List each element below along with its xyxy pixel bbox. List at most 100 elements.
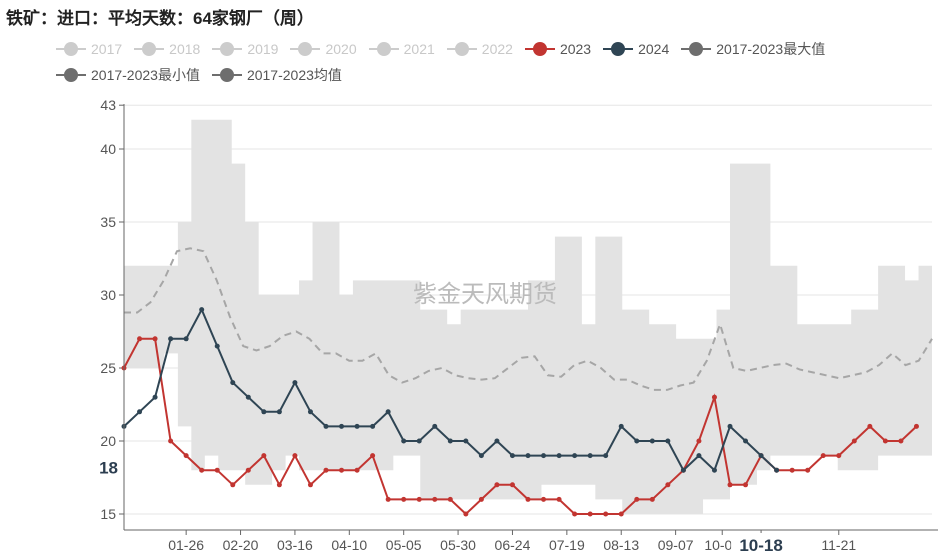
series-2024-point xyxy=(385,409,391,415)
series-2023-point xyxy=(152,336,158,342)
series-2023-point xyxy=(913,423,919,429)
series-2023-point xyxy=(168,438,174,444)
series-2023-point xyxy=(183,453,189,459)
series-2023-point xyxy=(276,482,282,488)
legend-label: 2017-2023最大值 xyxy=(716,41,826,57)
legend-item-2024[interactable]: 2024 xyxy=(603,41,669,57)
legend-item-2019[interactable]: 2019 xyxy=(212,41,278,57)
series-2023-point xyxy=(199,467,205,473)
chart-title: 铁矿：进口：平均天数：64家钢厂（周） xyxy=(6,9,314,28)
average-line xyxy=(124,247,933,391)
legend-item-2018[interactable]: 2018 xyxy=(134,41,200,57)
series-2023-point xyxy=(805,467,811,473)
legend-label: 2019 xyxy=(247,41,279,57)
legend-item-2017-2023最小值[interactable]: 2017-2023最小值 xyxy=(56,65,200,85)
series-2023-point xyxy=(603,511,609,517)
series-2024-point xyxy=(463,438,469,444)
series-2023-point xyxy=(230,482,236,488)
series-2023-point xyxy=(867,423,873,429)
legend-item-2017-2023均值[interactable]: 2017-2023均值 xyxy=(211,65,342,85)
series-2023-point xyxy=(851,438,857,444)
series-2024-point xyxy=(696,453,702,459)
x-tick-label: 11-21 xyxy=(821,537,856,553)
y-tick-label: 35 xyxy=(100,214,116,230)
series-2024-point xyxy=(230,380,236,386)
legend-label: 2024 xyxy=(638,41,670,57)
series-2023-point xyxy=(789,467,795,473)
legend-swatch-icon xyxy=(446,42,477,56)
legend-item-2021[interactable]: 2021 xyxy=(368,41,435,57)
series-2024-point xyxy=(572,453,578,459)
legend-label: 2023 xyxy=(559,41,592,57)
series-2024-point xyxy=(199,307,205,313)
series-2024-point xyxy=(261,409,267,415)
series-2023-point xyxy=(711,394,717,400)
legend-item-2017[interactable]: 2017 xyxy=(56,41,122,57)
series-2023-point xyxy=(214,467,220,473)
y-tick-label: 25 xyxy=(100,360,116,376)
series-2023-point xyxy=(882,438,888,444)
x-tick-label: 05-30 xyxy=(440,537,476,553)
x-tick-label: 09-07 xyxy=(658,537,694,553)
series-2024-point xyxy=(245,394,251,400)
series-2024-point xyxy=(603,453,609,459)
series-2024-point xyxy=(323,423,329,429)
series-2024-point xyxy=(618,423,624,429)
series-2024-point xyxy=(401,438,407,444)
legend-swatch-icon xyxy=(211,68,242,82)
legend-label: 2017-2023最小值 xyxy=(91,67,200,83)
series-2024-point xyxy=(416,438,422,444)
series-2023-point xyxy=(370,453,376,459)
series-2023-point xyxy=(323,467,329,473)
series-2024-point xyxy=(556,453,562,459)
series-2024-point xyxy=(509,453,515,459)
series-2023-point xyxy=(587,511,593,517)
legend-item-2020[interactable]: 2020 xyxy=(290,41,357,57)
series-2024-point xyxy=(370,423,376,429)
x-tick-label: 06-24 xyxy=(495,537,531,553)
series-2023-point xyxy=(525,496,531,502)
series-2023-point xyxy=(665,482,671,488)
series-2023-point xyxy=(463,511,469,517)
series-2023-point xyxy=(401,496,407,502)
legend-label: 2018 xyxy=(169,41,201,57)
x-tick-label: 04-10 xyxy=(331,537,367,553)
series-2023-point xyxy=(432,496,438,502)
series-2023-point xyxy=(416,496,422,502)
x-tick-label: 07-19 xyxy=(549,537,585,553)
series-2023-point xyxy=(727,482,733,488)
legend-item-2022[interactable]: 2022 xyxy=(446,41,513,57)
series-2023-point xyxy=(307,482,313,488)
y-tick-label: 15 xyxy=(100,506,116,522)
legend-swatch-icon xyxy=(681,42,712,56)
series-2023-point xyxy=(261,453,267,459)
legend-item-2017-2023最大值[interactable]: 2017-2023最大值 xyxy=(681,39,825,59)
series-2023-point xyxy=(618,511,624,517)
legend-row: 2017 2018 2019 2020 2021 2022 2023 2024 2017-202… xyxy=(56,36,936,62)
series-2024-point xyxy=(292,380,298,386)
legend-swatch-icon xyxy=(56,42,86,56)
x-tick-label: 08-13 xyxy=(603,537,639,553)
series-2024-point xyxy=(276,409,282,415)
legend-row: 2017-2023最小值 2017-2023均值 xyxy=(56,62,936,88)
y-tick-label: 30 xyxy=(100,287,116,303)
legend-label: 2017-2023均值 xyxy=(246,67,342,83)
series-2024-point xyxy=(758,453,764,459)
legend-label: 2022 xyxy=(481,41,513,57)
series-2024-point xyxy=(183,336,189,342)
series-2024-point xyxy=(587,453,593,459)
series-2023-point xyxy=(541,496,547,502)
highlight-y-bg xyxy=(90,456,120,479)
series-2024-point xyxy=(711,467,717,473)
series-2024-point xyxy=(354,423,360,429)
legend-item-2023[interactable]: 2023 xyxy=(524,41,592,57)
legend-swatch-icon xyxy=(134,42,165,56)
series-2023-point xyxy=(556,496,562,502)
series-2023-point xyxy=(245,467,251,473)
series-2024-point xyxy=(339,423,345,429)
series-2023-point xyxy=(649,496,655,502)
series-2023-point xyxy=(339,467,345,473)
series-2024-point xyxy=(541,453,547,459)
series-2024-point xyxy=(525,453,531,459)
